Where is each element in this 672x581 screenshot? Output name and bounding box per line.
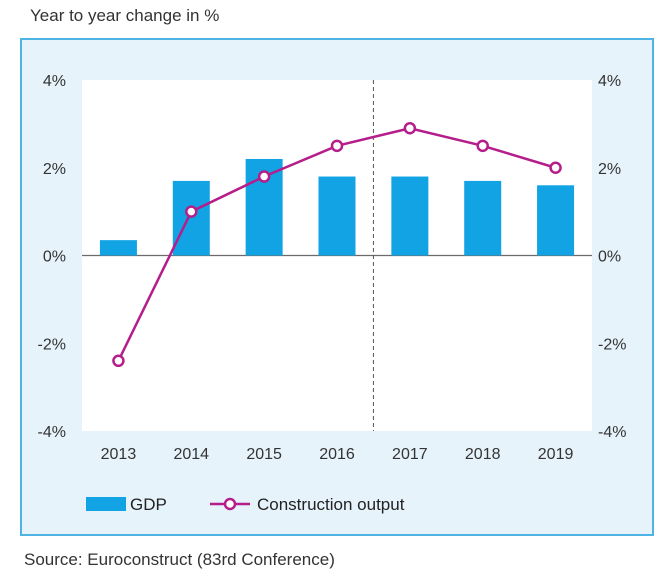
x-tick-label: 2013: [101, 446, 137, 463]
y-right-tick-label: 4%: [598, 73, 621, 90]
bar-gdp-2016: [318, 176, 356, 256]
point-construction-2019: [549, 161, 562, 174]
y-right-tick-label: 2%: [598, 161, 621, 178]
legend-swatch-gdp: [86, 497, 126, 511]
x-tick-label: 2016: [319, 446, 355, 463]
y-left-tick-label: 4%: [43, 73, 66, 90]
legend-marker-construction: [223, 497, 237, 511]
point-construction-2015: [257, 170, 271, 183]
y-left-tick-label: -4%: [38, 424, 66, 441]
y-right-tick-label: -2%: [598, 336, 626, 353]
y-right-tick-label: 0%: [598, 249, 621, 266]
y-left-tick-label: 2%: [43, 161, 66, 178]
chart-header-label: Year to year change in %: [30, 6, 220, 25]
legend-label-gdp: GDP: [130, 495, 167, 514]
source-note: Source: Euroconstruct (83rd Conference): [24, 550, 335, 569]
y-left-tick-label: -2%: [38, 336, 66, 353]
point-construction-2016: [330, 139, 344, 153]
point-construction-2013: [112, 354, 125, 368]
x-tick-label: 2018: [465, 446, 501, 463]
legend-label-construction: Construction output: [257, 495, 405, 514]
y-left-tick-label: 0%: [43, 249, 66, 266]
x-tick-label: 2017: [392, 446, 428, 463]
bar-gdp-2019: [537, 185, 575, 256]
point-construction-2017: [403, 122, 417, 135]
x-tick-label: 2019: [538, 446, 574, 463]
point-construction-2014: [185, 205, 198, 218]
y-right-tick-label: -4%: [598, 424, 626, 441]
legend: GDP Construction output: [86, 495, 405, 514]
bar-gdp-2018: [464, 180, 502, 256]
point-construction-2018: [476, 139, 489, 153]
bar-gdp-2014: [172, 180, 210, 256]
bar-gdp-2017: [391, 176, 429, 256]
bar-gdp-2013: [99, 240, 137, 256]
x-tick-label: 2015: [246, 446, 282, 463]
x-tick-label: 2014: [173, 446, 209, 463]
